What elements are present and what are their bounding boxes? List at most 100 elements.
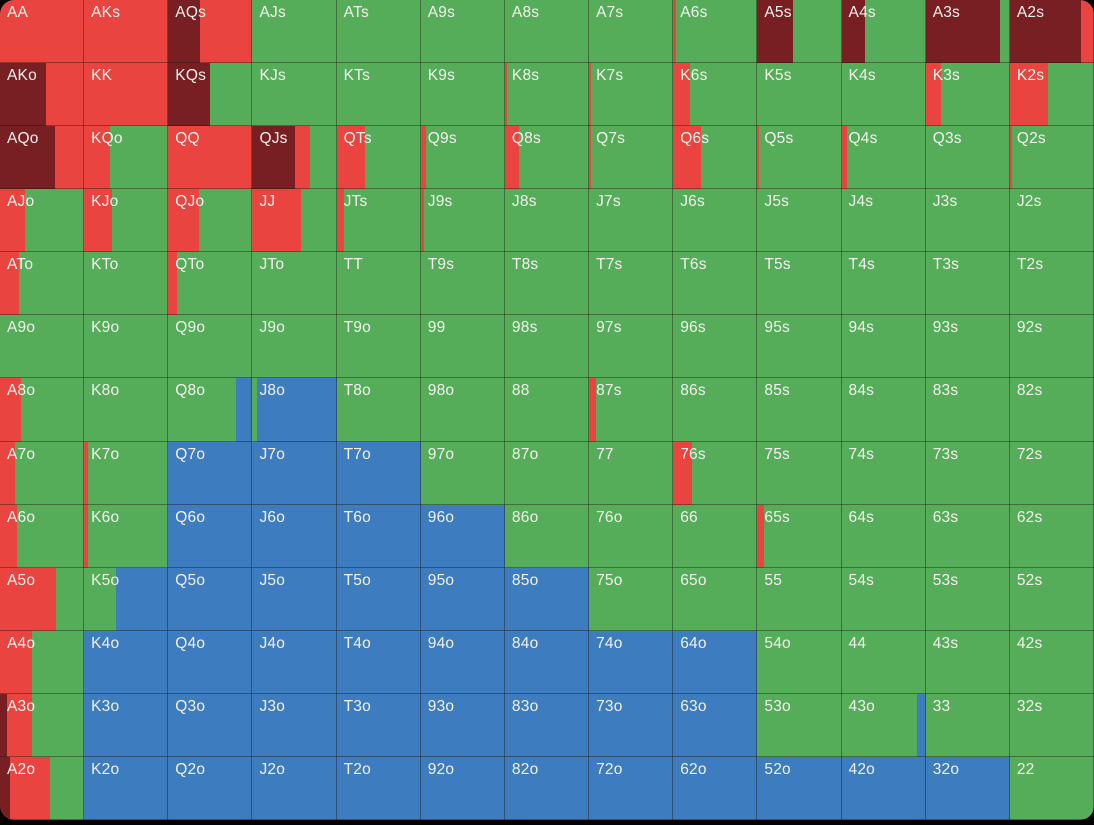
hand-cell-K5o[interactable]: K5o [84, 567, 169, 631]
hand-cell-22[interactable]: 22 [1009, 756, 1094, 820]
hand-cell-63s[interactable]: 63s [925, 504, 1010, 568]
hand-cell-A5o[interactable]: A5o [0, 567, 85, 631]
hand-cell-K7s[interactable]: K7s [589, 63, 674, 127]
hand-cell-T4s[interactable]: T4s [841, 252, 926, 316]
hand-cell-A4o[interactable]: A4o [0, 630, 85, 694]
hand-cell-A7o[interactable]: A7o [0, 441, 85, 505]
hand-cell-97o[interactable]: 97o [420, 441, 505, 505]
hand-cell-ATo[interactable]: ATo [0, 252, 85, 316]
hand-cell-A9o[interactable]: A9o [0, 315, 85, 379]
hand-cell-98o[interactable]: 98o [420, 378, 505, 442]
hand-cell-Q7s[interactable]: Q7s [589, 126, 674, 190]
hand-cell-54o[interactable]: 54o [757, 630, 842, 694]
hand-cell-AKs[interactable]: AKs [84, 0, 169, 64]
hand-cell-J2s[interactable]: J2s [1009, 189, 1094, 253]
hand-cell-33[interactable]: 33 [925, 693, 1010, 757]
hand-cell-44[interactable]: 44 [841, 630, 926, 694]
hand-cell-93s[interactable]: 93s [925, 315, 1010, 379]
hand-cell-86s[interactable]: 86s [673, 378, 758, 442]
hand-cell-T2s[interactable]: T2s [1009, 252, 1094, 316]
hand-cell-AQo[interactable]: AQo [0, 126, 85, 190]
hand-cell-76s[interactable]: 76s [673, 441, 758, 505]
hand-cell-KJs[interactable]: KJs [252, 63, 337, 127]
hand-cell-A3s[interactable]: A3s [925, 0, 1010, 64]
hand-cell-Q3s[interactable]: Q3s [925, 126, 1010, 190]
hand-cell-K4s[interactable]: K4s [841, 63, 926, 127]
hand-cell-88[interactable]: 88 [504, 378, 590, 442]
hand-cell-55[interactable]: 55 [757, 567, 842, 631]
hand-cell-77[interactable]: 77 [589, 441, 674, 505]
hand-cell-KTo[interactable]: KTo [84, 252, 169, 316]
hand-cell-QQ[interactable]: QQ [168, 126, 253, 190]
hand-cell-Q4s[interactable]: Q4s [841, 126, 926, 190]
hand-cell-J5s[interactable]: J5s [757, 189, 842, 253]
hand-cell-J3s[interactable]: J3s [925, 189, 1010, 253]
hand-cell-Q9o[interactable]: Q9o [168, 315, 253, 379]
hand-cell-A4s[interactable]: A4s [841, 0, 926, 64]
hand-cell-98s[interactable]: 98s [504, 315, 590, 379]
hand-cell-Q8o[interactable]: Q8o [168, 378, 253, 442]
hand-cell-T4o[interactable]: T4o [336, 630, 421, 694]
hand-cell-62s[interactable]: 62s [1009, 504, 1094, 568]
hand-cell-K8s[interactable]: K8s [504, 63, 590, 127]
hand-cell-32s[interactable]: 32s [1009, 693, 1094, 757]
hand-cell-43o[interactable]: 43o [841, 693, 926, 757]
hand-cell-A8s[interactable]: A8s [504, 0, 590, 64]
hand-cell-J6o[interactable]: J6o [252, 504, 337, 568]
hand-cell-Q7o[interactable]: Q7o [168, 441, 253, 505]
hand-cell-53s[interactable]: 53s [925, 567, 1010, 631]
hand-cell-KJo[interactable]: KJo [84, 189, 169, 253]
hand-cell-A6s[interactable]: A6s [673, 0, 758, 64]
hand-cell-82o[interactable]: 82o [504, 756, 590, 820]
hand-cell-QJs[interactable]: QJs [252, 126, 337, 190]
hand-cell-A2s[interactable]: A2s [1009, 0, 1094, 64]
hand-cell-A5s[interactable]: A5s [757, 0, 842, 64]
hand-cell-T2o[interactable]: T2o [336, 756, 421, 820]
hand-cell-66[interactable]: 66 [673, 504, 758, 568]
hand-cell-96o[interactable]: 96o [420, 504, 505, 568]
hand-cell-K3s[interactable]: K3s [925, 63, 1010, 127]
hand-cell-42s[interactable]: 42s [1009, 630, 1094, 694]
hand-cell-J8o[interactable]: J8o [252, 378, 337, 442]
hand-cell-97s[interactable]: 97s [589, 315, 674, 379]
hand-cell-KQs[interactable]: KQs [168, 63, 253, 127]
hand-cell-JTs[interactable]: JTs [336, 189, 421, 253]
hand-cell-73s[interactable]: 73s [925, 441, 1010, 505]
hand-cell-K5s[interactable]: K5s [757, 63, 842, 127]
hand-cell-92s[interactable]: 92s [1009, 315, 1094, 379]
hand-cell-Q5s[interactable]: Q5s [757, 126, 842, 190]
hand-cell-A3o[interactable]: A3o [0, 693, 85, 757]
hand-cell-52s[interactable]: 52s [1009, 567, 1094, 631]
hand-cell-K3o[interactable]: K3o [84, 693, 169, 757]
hand-cell-85s[interactable]: 85s [757, 378, 842, 442]
hand-cell-83s[interactable]: 83s [925, 378, 1010, 442]
hand-cell-J3o[interactable]: J3o [252, 693, 337, 757]
hand-cell-43s[interactable]: 43s [925, 630, 1010, 694]
hand-cell-J4o[interactable]: J4o [252, 630, 337, 694]
hand-cell-T6s[interactable]: T6s [673, 252, 758, 316]
hand-cell-72s[interactable]: 72s [1009, 441, 1094, 505]
hand-cell-94o[interactable]: 94o [420, 630, 505, 694]
hand-cell-K4o[interactable]: K4o [84, 630, 169, 694]
hand-cell-K6s[interactable]: K6s [673, 63, 758, 127]
hand-cell-52o[interactable]: 52o [757, 756, 842, 820]
hand-cell-J2o[interactable]: J2o [252, 756, 337, 820]
hand-cell-T7o[interactable]: T7o [336, 441, 421, 505]
hand-cell-62o[interactable]: 62o [673, 756, 758, 820]
hand-cell-K9s[interactable]: K9s [420, 63, 505, 127]
hand-cell-Q3o[interactable]: Q3o [168, 693, 253, 757]
hand-cell-K2s[interactable]: K2s [1009, 63, 1094, 127]
hand-cell-J6s[interactable]: J6s [673, 189, 758, 253]
hand-cell-Q9s[interactable]: Q9s [420, 126, 505, 190]
hand-cell-JJ[interactable]: JJ [252, 189, 337, 253]
hand-cell-84o[interactable]: 84o [504, 630, 590, 694]
hand-cell-J4s[interactable]: J4s [841, 189, 926, 253]
hand-cell-T7s[interactable]: T7s [589, 252, 674, 316]
hand-cell-JTo[interactable]: JTo [252, 252, 337, 316]
hand-cell-86o[interactable]: 86o [504, 504, 590, 568]
hand-cell-ATs[interactable]: ATs [336, 0, 421, 64]
hand-cell-Q2o[interactable]: Q2o [168, 756, 253, 820]
hand-cell-82s[interactable]: 82s [1009, 378, 1094, 442]
hand-cell-Q6s[interactable]: Q6s [673, 126, 758, 190]
hand-cell-64s[interactable]: 64s [841, 504, 926, 568]
